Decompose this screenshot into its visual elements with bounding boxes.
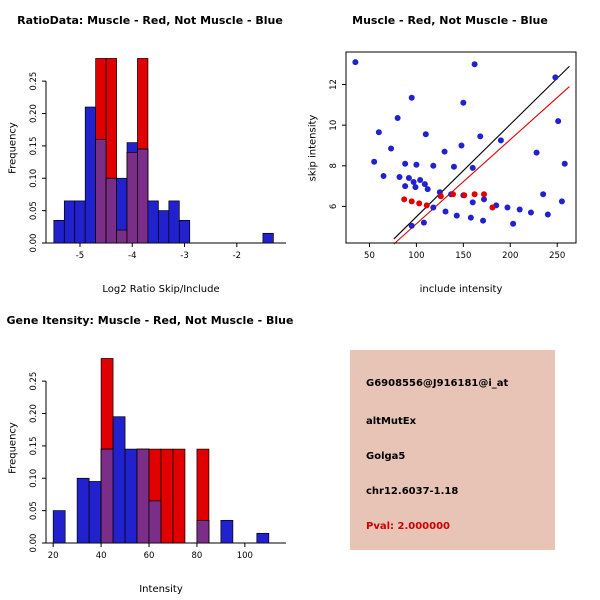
ratio-histogram-plot: -5 -4 -3 -2 0.00 0.05 0.10 0.15 0.20 0.25 bbox=[29, 58, 286, 261]
svg-text:0.05: 0.05 bbox=[29, 201, 39, 220]
probe-id-text: G6908556@J916181@i_at bbox=[366, 378, 509, 389]
svg-text:12: 12 bbox=[329, 79, 339, 90]
svg-text:6: 6 bbox=[329, 204, 339, 209]
panel-gene-intensity-histogram: Gene Itensity: Muscle - Red, Not Muscle … bbox=[0, 300, 300, 600]
svg-text:100: 100 bbox=[408, 251, 424, 261]
svg-text:50: 50 bbox=[364, 251, 375, 261]
svg-text:-2: -2 bbox=[233, 251, 241, 261]
svg-text:200: 200 bbox=[502, 251, 518, 261]
gene-histogram-xlabel: Intensity bbox=[139, 584, 183, 595]
panel-ratio-histogram: RatioData: Muscle - Red, Not Muscle - Bl… bbox=[0, 0, 300, 300]
svg-text:-3: -3 bbox=[180, 251, 188, 261]
svg-text:0.20: 0.20 bbox=[29, 104, 39, 123]
event-type-text: altMutEx bbox=[366, 416, 417, 427]
gene-histogram-plot: 20 40 60 80 100 0.00 0.05 0.10 0.15 0.20 0.25 bbox=[29, 358, 286, 561]
svg-text:60: 60 bbox=[144, 551, 155, 561]
ratio-histogram-xlabel: Log2 Ratio Skip/Include bbox=[102, 284, 220, 295]
svg-text:-5: -5 bbox=[76, 251, 84, 261]
svg-text:0.00: 0.00 bbox=[29, 234, 39, 253]
svg-text:100: 100 bbox=[237, 551, 253, 561]
svg-text:0.00: 0.00 bbox=[29, 534, 39, 553]
svg-text:10: 10 bbox=[329, 120, 339, 131]
svg-text:8: 8 bbox=[329, 163, 339, 168]
panel-intensity-scatter: Muscle - Red, Not Muscle - Blue 50 100 150… bbox=[300, 0, 600, 300]
svg-text:20: 20 bbox=[48, 551, 59, 561]
svg-text:0.25: 0.25 bbox=[29, 72, 39, 91]
svg-text:0.10: 0.10 bbox=[29, 469, 39, 488]
panel-gene-info: G6908556@J916181@i_at altMutEx Golga5 ch… bbox=[300, 300, 600, 600]
svg-text:250: 250 bbox=[549, 251, 565, 261]
gene-histogram-title: Gene Itensity: Muscle - Red, Not Muscle … bbox=[6, 314, 294, 327]
svg-text:0.15: 0.15 bbox=[29, 436, 39, 455]
scatter-ylabel: skip intensity bbox=[307, 114, 319, 182]
svg-text:-4: -4 bbox=[128, 251, 136, 261]
gene-histogram-ylabel: Frequency bbox=[7, 422, 19, 474]
svg-text:0.15: 0.15 bbox=[29, 136, 39, 155]
svg-text:0.25: 0.25 bbox=[29, 372, 39, 391]
svg-text:40: 40 bbox=[96, 551, 107, 561]
svg-text:0.05: 0.05 bbox=[29, 501, 39, 520]
ratio-histogram-ylabel: Frequency bbox=[7, 122, 19, 174]
scatter-title: Muscle - Red, Not Muscle - Blue bbox=[352, 14, 548, 27]
pval-text: Pval: 2.000000 bbox=[366, 521, 451, 532]
svg-text:0.20: 0.20 bbox=[29, 404, 39, 423]
intensity-scatter-plot: 50 100 150 200 250 6 8 10 12 bbox=[329, 51, 577, 261]
svg-text:0.10: 0.10 bbox=[29, 169, 39, 188]
scatter-xlabel: include intensity bbox=[419, 284, 503, 295]
gene-info-box: G6908556@J916181@i_at altMutEx Golga5 ch… bbox=[350, 350, 555, 550]
svg-text:80: 80 bbox=[192, 551, 203, 561]
gene-name-text: Golga5 bbox=[366, 451, 406, 462]
svg-text:150: 150 bbox=[455, 251, 471, 261]
ratio-histogram-title: RatioData: Muscle - Red, Not Muscle - Bl… bbox=[17, 14, 283, 27]
locus-text: chr12.6037-1.18 bbox=[366, 486, 459, 497]
